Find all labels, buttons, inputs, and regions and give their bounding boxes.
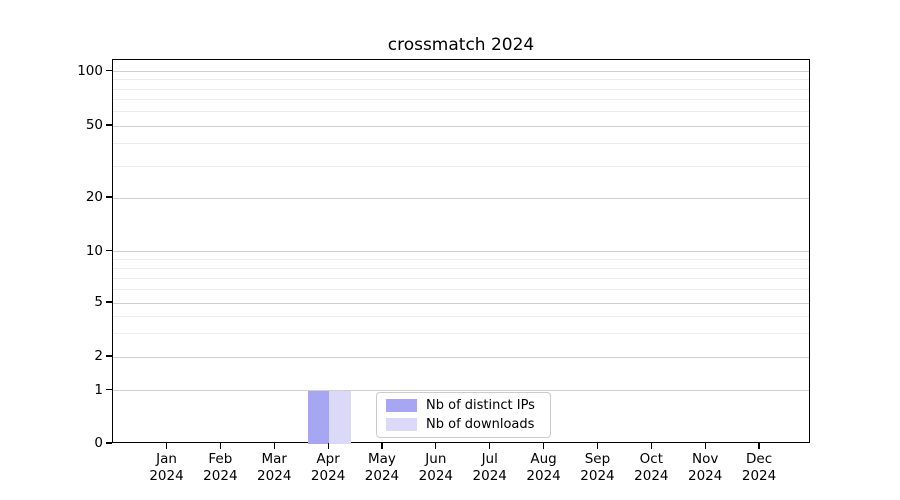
- x-tick-label-sep: Sep 2024: [580, 451, 615, 484]
- x-tick-label-jan: Jan 2024: [149, 451, 184, 484]
- gridline-minor-3: [113, 332, 809, 334]
- x-tick-mark-mar: [273, 443, 275, 449]
- y-tick-mark-0: [106, 442, 112, 444]
- y-tick-label-20: 20: [85, 189, 103, 205]
- x-tick-label-nov: Nov 2024: [688, 451, 723, 484]
- gridline-major-5: [113, 302, 809, 304]
- bar-downloads-apr: [329, 390, 351, 444]
- gridline-minor-60: [113, 111, 809, 113]
- gridline-minor-30: [113, 165, 809, 167]
- x-tick-mark-apr: [327, 443, 329, 449]
- gridline-major-50: [113, 125, 809, 127]
- legend-item-distinct-ips: Nb of distinct IPs: [377, 399, 550, 412]
- x-tick-label-aug: Aug 2024: [526, 451, 561, 484]
- y-tick-label-2: 2: [94, 348, 103, 364]
- legend-label-distinct-ips: Nb of distinct IPs: [426, 398, 535, 413]
- legend-swatch-distinct-ips: [386, 399, 417, 412]
- gridline-major-100: [113, 71, 809, 72]
- y-tick-mark-50: [106, 124, 112, 126]
- gridline-minor-6: [113, 288, 809, 290]
- y-tick-label-50: 50: [85, 117, 103, 133]
- y-tick-mark-2: [106, 355, 112, 357]
- x-tick-mark-dec: [758, 443, 760, 449]
- y-tick-label-0: 0: [94, 435, 103, 451]
- y-tick-label-100: 100: [77, 62, 103, 79]
- x-tick-mark-may: [381, 443, 383, 449]
- y-tick-label-1: 1: [94, 381, 103, 398]
- y-tick-mark-1: [106, 388, 112, 391]
- legend-label-downloads: Nb of downloads: [426, 417, 535, 432]
- gridline-major-1: [113, 390, 809, 391]
- legend: Nb of distinct IPs Nb of downloads: [376, 392, 551, 438]
- y-tick-mark-5: [106, 301, 112, 303]
- x-tick-label-mar: Mar 2024: [257, 451, 292, 484]
- x-tick-label-feb: Feb 2024: [203, 451, 238, 484]
- gridline-minor-40: [113, 143, 809, 145]
- x-tick-mark-jul: [489, 443, 491, 449]
- gridline-minor-7: [113, 277, 809, 279]
- y-tick-mark-10: [106, 249, 112, 252]
- x-tick-mark-feb: [219, 443, 221, 449]
- plot-area: [112, 59, 810, 444]
- y-tick-label-10: 10: [85, 242, 103, 259]
- x-tick-mark-jan: [165, 443, 168, 449]
- chart-title: crossmatch 2024: [387, 35, 535, 55]
- x-tick-mark-aug: [542, 443, 545, 449]
- gridline-major-20: [113, 197, 809, 199]
- x-tick-mark-sep: [596, 443, 599, 449]
- y-tick-mark-100: [106, 69, 112, 72]
- legend-swatch-downloads: [386, 418, 417, 431]
- gridline-minor-8: [113, 267, 809, 269]
- y-tick-mark-20: [106, 196, 112, 198]
- x-tick-label-may: May 2024: [364, 451, 400, 484]
- x-tick-label-jun: Jun 2024: [418, 451, 454, 484]
- gridline-minor-90: [113, 79, 809, 81]
- x-tick-label-dec: Dec 2024: [741, 451, 777, 484]
- x-tick-mark-nov: [704, 443, 706, 449]
- x-tick-mark-oct: [650, 443, 652, 449]
- gridline-major-2: [113, 356, 809, 358]
- x-tick-label-jul: Jul 2024: [472, 451, 507, 484]
- bar-distinct-ips-apr: [307, 390, 330, 444]
- gridline-minor-9: [113, 258, 809, 260]
- y-tick-label-5: 5: [94, 294, 103, 310]
- gridline-minor-80: [113, 88, 809, 90]
- legend-item-downloads: Nb of downloads: [377, 418, 550, 431]
- x-tick-label-oct: Oct 2024: [634, 451, 669, 484]
- x-tick-mark-jun: [435, 443, 437, 449]
- gridline-minor-70: [113, 99, 809, 101]
- x-tick-label-apr: Apr 2024: [310, 451, 346, 484]
- gridline-major-10: [113, 251, 809, 252]
- gridline-minor-4: [113, 315, 809, 317]
